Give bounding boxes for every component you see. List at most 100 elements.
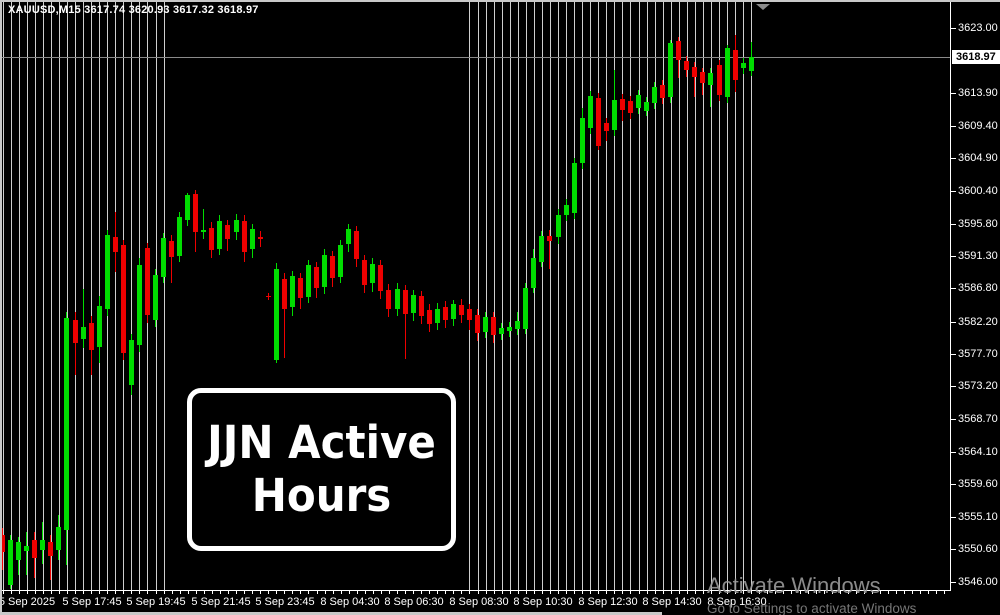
candle-body — [338, 245, 344, 277]
time-tick-mark — [904, 591, 906, 594]
price-tick-mark — [951, 517, 956, 518]
candle-body — [378, 265, 384, 291]
time-tick-mark — [775, 591, 777, 594]
time-tick-mark — [477, 591, 479, 594]
price-tick-label: 3546.00 — [958, 576, 998, 588]
candle-body — [249, 228, 255, 249]
time-tick-mark — [75, 591, 76, 594]
price-tick-mark — [951, 322, 956, 323]
price-tick-label: 3568.70 — [958, 413, 998, 425]
time-tick-mark — [767, 591, 769, 594]
candle-body — [724, 48, 730, 97]
time-tick-mark — [195, 591, 197, 594]
price-tick-label: 3577.70 — [958, 348, 998, 360]
candle-wick — [203, 208, 205, 239]
active-hours-line — [501, 2, 503, 590]
candle-body — [636, 94, 641, 108]
active-hours-line — [91, 2, 93, 590]
window-frame-bottom — [0, 612, 662, 615]
chart-plot-area[interactable] — [0, 0, 950, 590]
candle-body — [136, 264, 142, 346]
candle-body — [708, 73, 714, 85]
time-tick-mark — [807, 591, 809, 594]
time-tick-mark — [219, 591, 221, 594]
candle-body — [161, 238, 166, 277]
time-tick-mark — [453, 591, 455, 594]
active-hours-line — [670, 2, 672, 590]
active-hours-line — [590, 2, 592, 590]
candle-body — [48, 542, 54, 557]
candle-body — [297, 277, 303, 298]
candle-body — [362, 260, 368, 285]
time-tick-mark — [847, 591, 849, 594]
time-tick-mark — [388, 591, 390, 594]
active-hours-line — [99, 2, 101, 590]
active-hours-line — [710, 2, 712, 590]
time-tick-mark — [308, 591, 310, 594]
time-tick-mark — [517, 591, 519, 594]
candle-body — [434, 308, 440, 323]
candle-body — [370, 264, 376, 284]
candle-body — [644, 102, 649, 111]
time-tick-mark — [549, 591, 551, 594]
active-hours-line — [606, 2, 608, 590]
active-hours-line — [469, 2, 471, 590]
time-tick-mark — [646, 591, 648, 594]
candle-body — [56, 527, 62, 550]
activate-windows-watermark-subtext: Go to Settings to activate Windows — [707, 601, 917, 615]
time-tick-mark — [123, 591, 125, 594]
time-tick-mark — [727, 591, 728, 594]
candle-body — [595, 97, 601, 146]
candle-body — [346, 228, 352, 245]
time-tick-mark — [300, 591, 302, 594]
price-tick-mark — [951, 256, 956, 257]
candle-wick — [82, 289, 84, 349]
price-tick-label: 3595.80 — [958, 218, 998, 230]
session-end-marker-icon — [756, 4, 771, 10]
time-tick-mark — [678, 591, 680, 594]
time-tick-mark — [203, 591, 205, 594]
time-tick-mark — [18, 591, 20, 594]
time-tick-mark — [147, 591, 149, 594]
active-hours-line — [493, 2, 495, 590]
time-tick-mark — [928, 591, 930, 594]
candle-wick — [50, 535, 52, 580]
time-tick-mark — [332, 591, 334, 594]
window-frame-top — [0, 0, 1000, 2]
candle-wick — [694, 61, 696, 98]
time-tick-mark — [163, 591, 165, 594]
time-tick-mark — [380, 591, 382, 594]
candle-body — [539, 235, 545, 262]
current-price-tag: 3618.97 — [952, 50, 1000, 64]
candle-body — [587, 96, 593, 129]
time-tick-mark — [356, 591, 358, 594]
candle-body — [144, 248, 150, 316]
time-tick-mark — [871, 591, 873, 594]
time-tick-mark — [413, 591, 415, 594]
time-tick-mark — [372, 591, 374, 594]
time-tick-mark — [541, 591, 543, 594]
time-tick-mark — [187, 591, 189, 594]
price-tick-label: 3586.80 — [958, 282, 998, 294]
active-hours-line — [18, 2, 20, 590]
time-tick-mark — [855, 591, 857, 594]
candle-body — [330, 256, 336, 279]
candle-body — [571, 163, 577, 213]
time-tick-mark — [574, 591, 576, 594]
time-tick-mark — [316, 591, 318, 594]
candle-body — [483, 316, 488, 332]
jjn-active-hours-label[interactable]: JJN Active Hours — [187, 388, 456, 551]
candle-body — [322, 254, 327, 287]
time-tick-mark — [493, 591, 495, 594]
time-tick-mark — [743, 591, 745, 594]
candle-body — [112, 236, 118, 252]
candle-body — [185, 194, 191, 221]
candle-body — [225, 225, 231, 239]
time-tick-mark — [461, 591, 463, 594]
candle-body — [201, 229, 207, 233]
candle-body — [80, 327, 86, 340]
candle-body — [442, 307, 448, 321]
time-tick-mark — [912, 591, 914, 594]
candle-body — [64, 318, 70, 531]
